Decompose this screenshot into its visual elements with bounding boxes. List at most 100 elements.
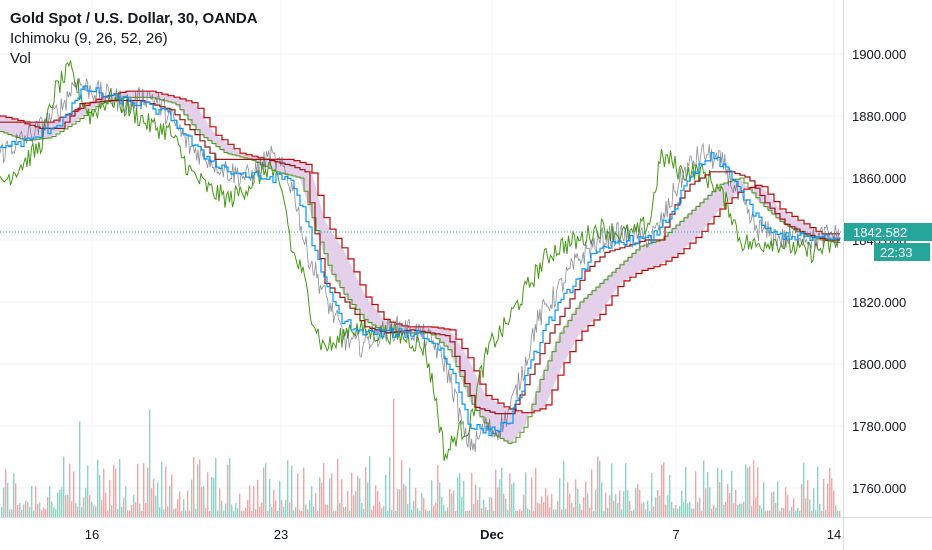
cloud-segment bbox=[90, 100, 93, 112]
volume-bar bbox=[769, 510, 771, 517]
cloud-segment bbox=[645, 243, 648, 270]
cloud-segment bbox=[549, 351, 552, 398]
volume-bar bbox=[529, 509, 531, 517]
volume-bar bbox=[653, 506, 655, 517]
volume-bar bbox=[185, 510, 187, 517]
volume-bar bbox=[661, 464, 663, 517]
volume-bar bbox=[709, 487, 711, 517]
volume-bar bbox=[419, 510, 421, 517]
cloud-segment bbox=[639, 245, 642, 272]
volume-bar bbox=[433, 505, 435, 517]
volume-bar bbox=[107, 510, 109, 517]
cloud-segment bbox=[609, 272, 612, 301]
conversion-line bbox=[0, 85, 841, 437]
countdown-badge bbox=[874, 242, 930, 261]
volume-bar bbox=[551, 493, 553, 517]
volume-bar bbox=[191, 479, 193, 517]
volume-bar bbox=[135, 502, 137, 517]
volume-bar bbox=[389, 457, 391, 517]
volume-bar bbox=[401, 460, 403, 517]
volume-bar bbox=[819, 503, 821, 517]
cloud-segment bbox=[234, 148, 237, 157]
volume-bar bbox=[361, 503, 363, 517]
cloud-segment bbox=[570, 312, 573, 352]
volume-bar bbox=[833, 490, 835, 517]
volume-bar bbox=[449, 488, 451, 517]
cloud-segment bbox=[378, 311, 381, 331]
volume-bar bbox=[385, 474, 387, 517]
volume-bar bbox=[209, 510, 211, 517]
cloud-segment bbox=[300, 162, 303, 188]
volume-label[interactable]: Vol bbox=[10, 50, 31, 67]
cloud-segment bbox=[666, 231, 669, 262]
cloud-segment bbox=[444, 328, 447, 349]
volume-bar bbox=[559, 478, 561, 517]
volume-bar bbox=[817, 466, 819, 517]
cloud-segment bbox=[375, 308, 378, 329]
volume-bar bbox=[65, 495, 67, 517]
volume-bar bbox=[479, 487, 481, 517]
cloud-segment bbox=[537, 379, 540, 410]
symbol-title[interactable]: Gold Spot / U.S. Dollar, 30, OANDA bbox=[10, 10, 258, 27]
volume-bar bbox=[379, 501, 381, 517]
volume-bar bbox=[713, 505, 715, 517]
volume-bar bbox=[7, 482, 9, 517]
volume-bar bbox=[371, 509, 373, 517]
cloud-segment bbox=[561, 326, 564, 369]
volume-bar bbox=[395, 510, 397, 517]
volume-bar bbox=[485, 507, 487, 517]
volume-bar bbox=[337, 458, 339, 517]
volume-bar bbox=[443, 504, 445, 517]
volume-bar bbox=[489, 497, 491, 517]
cloud-segment bbox=[372, 304, 375, 327]
volume-bar bbox=[249, 485, 251, 517]
volume-bar bbox=[313, 506, 315, 517]
volume-bar bbox=[279, 481, 281, 517]
y-tick-label: 1900.000 bbox=[852, 47, 906, 62]
volume-bar bbox=[59, 489, 61, 517]
cloud-segment bbox=[651, 241, 654, 268]
volume-bar bbox=[307, 509, 309, 517]
cloud-segment bbox=[606, 275, 609, 306]
volume-bar bbox=[139, 503, 141, 517]
volume-bar bbox=[353, 495, 355, 517]
cloud-segment bbox=[711, 189, 714, 221]
volume-bar bbox=[617, 503, 619, 517]
volume-bar bbox=[779, 510, 781, 517]
volume-bar bbox=[193, 457, 195, 517]
cloud-segment bbox=[624, 258, 627, 281]
volume-bar bbox=[349, 510, 351, 517]
x-tick-label: 14 bbox=[827, 527, 841, 542]
volume-bar bbox=[629, 501, 631, 517]
volume-bar bbox=[581, 509, 583, 517]
volume-bar bbox=[183, 499, 185, 517]
cloud-segment bbox=[288, 159, 291, 176]
volume-bar bbox=[5, 469, 7, 517]
volume-bar bbox=[533, 510, 535, 517]
cloud-segment bbox=[15, 119, 18, 139]
volume-bar bbox=[93, 505, 95, 517]
x-tick-label: 16 bbox=[85, 527, 99, 542]
cloud-segment bbox=[591, 288, 594, 323]
cloud-segment bbox=[741, 179, 744, 191]
volume-bar bbox=[411, 509, 413, 517]
cloud-segment bbox=[6, 117, 9, 135]
cloud-segment bbox=[621, 261, 624, 283]
indicator-label[interactable]: Ichimoku (9, 26, 52, 26) bbox=[10, 30, 168, 47]
volume-bar bbox=[121, 506, 123, 517]
volume-bar bbox=[765, 510, 767, 517]
volume-bar bbox=[739, 503, 741, 517]
volume-bar bbox=[655, 497, 657, 517]
volume-bar bbox=[763, 482, 765, 517]
cloud-segment bbox=[285, 159, 288, 176]
volume-bar bbox=[109, 480, 111, 517]
volume-bar bbox=[577, 488, 579, 517]
volume-bar bbox=[553, 509, 555, 517]
volume-bar bbox=[475, 484, 477, 517]
volume-bar bbox=[517, 510, 519, 517]
cloud-segment bbox=[630, 252, 633, 278]
volume-bars bbox=[1, 399, 841, 517]
volume-bar bbox=[235, 503, 237, 517]
volume-bar bbox=[129, 510, 131, 517]
